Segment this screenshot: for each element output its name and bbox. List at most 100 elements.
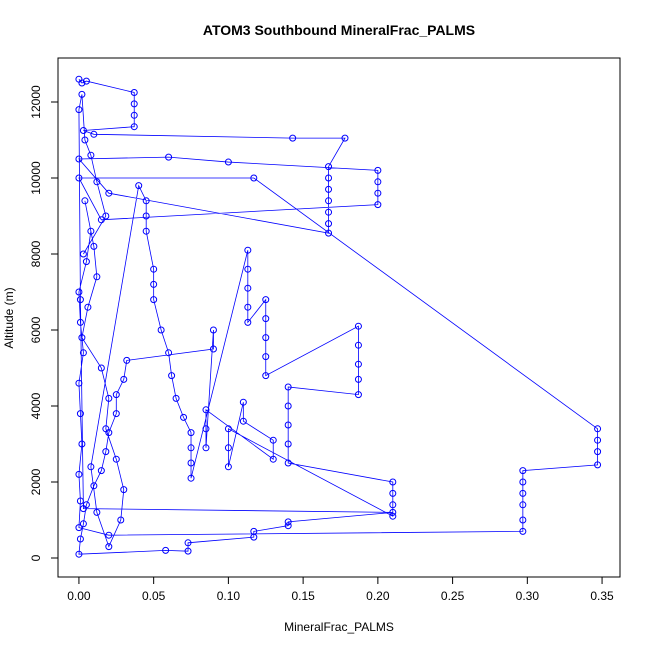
data-point [202, 425, 210, 433]
data-point [354, 391, 362, 399]
data-point [93, 508, 101, 516]
data-point [354, 341, 362, 349]
data-point [325, 174, 333, 182]
data-point [187, 444, 195, 452]
data-point [79, 505, 87, 513]
data-point [76, 296, 84, 304]
data-point [519, 501, 527, 509]
data-point [76, 497, 84, 505]
data-point [150, 296, 158, 304]
data-point [79, 250, 87, 258]
data-point [519, 467, 527, 475]
data-point [120, 486, 128, 494]
data-point [374, 178, 382, 186]
data-point [162, 546, 170, 554]
data-point [82, 258, 90, 266]
data-point [90, 130, 98, 138]
data-point [389, 478, 397, 486]
data-point [184, 539, 192, 547]
data-point [76, 535, 84, 543]
data-point [224, 444, 232, 452]
x-tick-label: 0.05 [142, 589, 166, 603]
data-point [75, 470, 83, 478]
data-point [325, 185, 333, 193]
data-point [93, 273, 101, 281]
data-point [97, 364, 105, 372]
data-point [81, 136, 89, 144]
data-point [150, 265, 158, 273]
data-point [75, 155, 83, 163]
data-point [135, 182, 143, 190]
data-point [519, 478, 527, 486]
data-point [244, 265, 252, 273]
data-point [97, 467, 105, 475]
x-axis-label: MineralFrac_PALMS [284, 620, 394, 634]
data-point [519, 489, 527, 497]
data-point [78, 90, 86, 98]
data-point [102, 448, 110, 456]
data-point [90, 242, 98, 250]
data-point [123, 356, 131, 364]
y-axis-label: Altitude (m) [2, 287, 16, 348]
x-tick-label: 0.25 [441, 589, 465, 603]
data-point [105, 394, 113, 402]
data-point [84, 303, 92, 311]
data-point [244, 284, 252, 292]
data-point [187, 474, 195, 482]
data-point [90, 482, 98, 490]
data-point [325, 229, 333, 237]
data-point [244, 318, 252, 326]
y-tick-label: 4000 [29, 392, 43, 419]
data-point [354, 322, 362, 330]
chart-title: ATOM3 Southbound MineralFrac_PALMS [203, 22, 475, 38]
data-point [354, 375, 362, 383]
data-point [184, 547, 192, 555]
data-point [594, 425, 602, 433]
data-point [244, 303, 252, 311]
data-point [250, 174, 258, 182]
data-point [262, 315, 270, 323]
y-tick-label: 0 [29, 554, 43, 561]
data-point [130, 123, 138, 131]
data-point [239, 417, 247, 425]
data-point [105, 531, 113, 539]
data-point [87, 463, 95, 471]
data-point [187, 459, 195, 467]
data-point [120, 375, 128, 383]
data-point [97, 216, 105, 224]
data-point [284, 459, 292, 467]
data-point [202, 444, 210, 452]
x-tick-label: 0.30 [516, 589, 540, 603]
data-point [75, 379, 83, 387]
data-point [172, 394, 180, 402]
x-tick-label: 0.20 [366, 589, 390, 603]
data-point [389, 512, 397, 520]
y-tick-label: 8000 [29, 240, 43, 267]
data-point [87, 151, 95, 159]
data-point [284, 421, 292, 429]
data-point [202, 406, 210, 414]
data-point [262, 372, 270, 380]
data-point [112, 391, 120, 399]
data-point [594, 436, 602, 444]
data-point [284, 518, 292, 526]
data-point [76, 410, 84, 418]
data-point [79, 349, 87, 357]
data-point [75, 106, 83, 114]
data-point [78, 440, 86, 448]
data-point [165, 349, 173, 357]
data-point [130, 111, 138, 119]
data-point [117, 516, 125, 524]
y-tick-label: 2000 [29, 468, 43, 495]
data-point [209, 345, 217, 353]
data-point [142, 197, 150, 205]
data-point [168, 372, 176, 380]
data-point [180, 413, 188, 421]
data-point [262, 334, 270, 342]
y-tick-label: 10000 [29, 161, 43, 195]
data-point [374, 201, 382, 209]
x-tick-label: 0.10 [217, 589, 241, 603]
data-point [78, 79, 86, 87]
